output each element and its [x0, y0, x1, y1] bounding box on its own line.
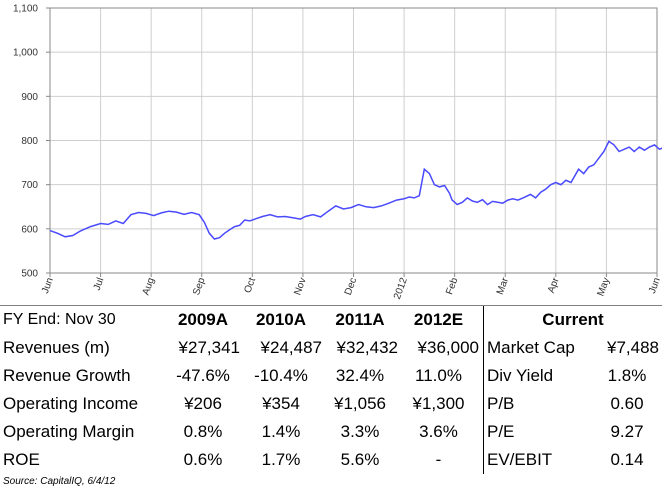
table-cell: ¥24,487 [260, 338, 322, 357]
table-cell: ¥32,432 [336, 338, 398, 357]
table-row: Revenues (m) ¥27,341 ¥24,487 ¥32,432 ¥36… [0, 334, 479, 362]
table-cell: 3.3% [340, 422, 380, 441]
metric-value: 1.8% [607, 366, 647, 385]
metric-label: Div Yield [487, 366, 554, 385]
table-row: Div Yield 1.8% [487, 362, 659, 390]
table-row: P/E 9.27 [487, 418, 659, 446]
y-tick-label: 700 [21, 180, 38, 191]
chart-grid [49, 7, 658, 274]
table-cell: - [435, 450, 442, 469]
y-tick-label: 1,100 [13, 4, 38, 15]
year-header: 2012E [413, 310, 464, 329]
source-note: Source: CapitalIQ, 6/4/12 [3, 476, 116, 487]
x-tick-label: Oct [242, 276, 258, 295]
row-label: Operating Income [3, 394, 139, 413]
table-row: Operating Income ¥206 ¥354 ¥1,056 ¥1,300 [0, 390, 479, 418]
x-tick-label: Nov [292, 276, 308, 296]
table-cell: ¥354 [262, 394, 300, 413]
table-cell: 0.6% [183, 450, 223, 469]
current-metrics: Current Market Cap ¥7,488 Div Yield 1.8%… [487, 306, 659, 474]
x-tick-label: Aug [141, 276, 157, 296]
y-tick-label: 1,000 [13, 48, 38, 59]
row-label: Revenues (m) [3, 338, 110, 357]
x-tick-label: Jul [92, 276, 107, 292]
table-header-row: Current [487, 306, 659, 334]
table-cell: 3.6% [419, 422, 458, 441]
table-row: Market Cap ¥7,488 [487, 334, 659, 362]
x-tick-label: Sep [191, 276, 208, 297]
table-row: Revenue Growth -47.6% -10.4% 32.4% 11.0% [0, 362, 479, 390]
table-cell: 11.0% [415, 366, 462, 385]
year-header: 2009A [177, 310, 229, 329]
table-cell: ¥1,300 [412, 394, 465, 413]
financial-summary-table: FY End: Nov 30 2009A 2010A 2011A 2012E R… [0, 306, 662, 474]
row-label: Operating Margin [3, 422, 135, 441]
table-header-row: FY End: Nov 30 2009A 2010A 2011A 2012E [0, 306, 479, 334]
price-series-line [49, 140, 662, 240]
table-vertical-divider [483, 306, 484, 474]
table-cell: -47.6% [176, 366, 230, 385]
x-tick-label: Jun [647, 276, 662, 295]
y-tick-label: 500 [21, 269, 38, 280]
table-cell: ¥36,000 [417, 338, 479, 357]
table-cell: 32.4% [335, 366, 385, 385]
x-tick-label: Jun [40, 276, 56, 295]
x-tick-label: Feb [444, 276, 460, 296]
year-header: 2011A [335, 310, 385, 329]
table-cell: ¥1,056 [334, 394, 386, 413]
y-axis: 500 600 700 800 900 1,000 1,100 [13, 4, 50, 280]
year-header: 2010A [255, 310, 307, 329]
metric-value: 9.27 [610, 422, 644, 441]
table-cell: -10.4% [254, 366, 308, 385]
metric-value: 0.14 [610, 450, 644, 469]
x-tick-label: Apr [546, 276, 562, 295]
x-tick-label: Mar [495, 276, 511, 297]
row-label: Revenue Growth [3, 366, 131, 385]
y-tick-label: 800 [21, 136, 38, 147]
x-tick-label: 2012 [392, 276, 410, 301]
stock-price-chart: 500 600 700 800 900 1,000 1,100 Jun Jul Aug Sep Oc… [0, 4, 662, 306]
table-cell: ¥27,341 [178, 338, 240, 357]
current-header: Current [542, 310, 604, 329]
metric-label: Market Cap [487, 338, 575, 357]
table-cell: 1.4% [261, 422, 301, 441]
fy-end-label: FY End: Nov 30 [3, 311, 116, 328]
historical-financials: FY End: Nov 30 2009A 2010A 2011A 2012E R… [0, 306, 479, 474]
metric-value: ¥7,488 [607, 338, 659, 357]
y-tick-label: 900 [21, 92, 38, 103]
metric-label: EV/EBIT [487, 450, 553, 469]
row-label: ROE [3, 450, 40, 469]
y-tick-label: 600 [21, 224, 38, 235]
x-tick-label: Dec [343, 276, 359, 296]
table-cell: 0.8% [183, 422, 223, 441]
metric-label: P/E [487, 422, 515, 441]
metric-label: P/B [487, 394, 515, 413]
table-cell: 5.6% [340, 450, 380, 469]
x-axis: Jun Jul Aug Sep Oct Nov Dec 2012 Feb Mar Apr May Jun [40, 273, 662, 301]
table-cell: ¥206 [184, 394, 222, 413]
table-row: ROE 0.6% 1.7% 5.6% - [0, 446, 479, 474]
table-cell: 1.7% [261, 450, 301, 469]
x-tick-label: May [595, 276, 612, 298]
table-row: P/B 0.60 [487, 390, 659, 418]
metric-value: 0.60 [610, 394, 644, 413]
table-row: Operating Margin 0.8% 1.4% 3.3% 3.6% [0, 418, 479, 446]
table-row: EV/EBIT 0.14 [487, 446, 659, 474]
